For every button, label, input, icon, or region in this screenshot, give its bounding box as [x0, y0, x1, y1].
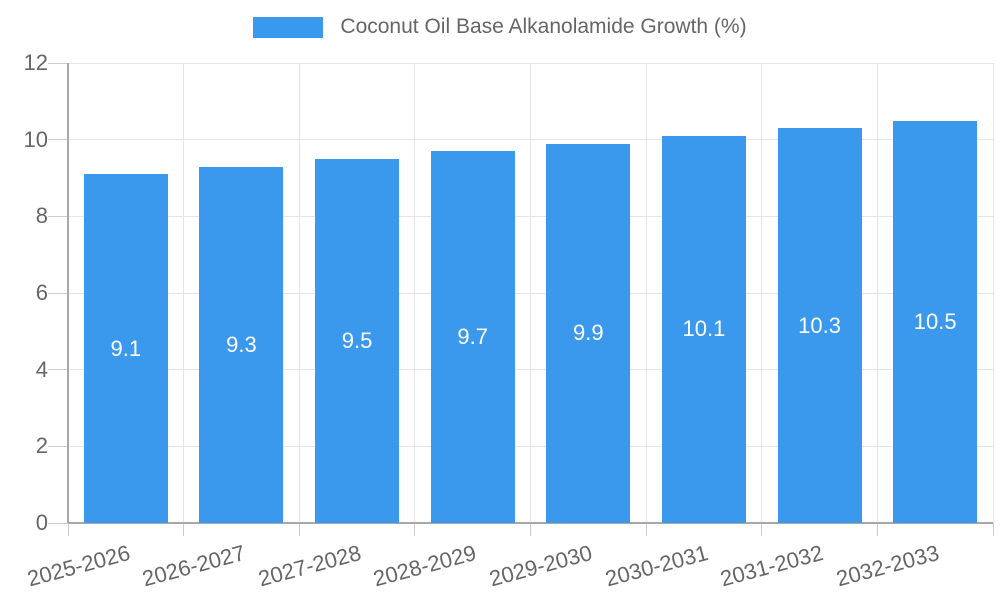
- bar-2031-2032[interactable]: 10.3: [777, 128, 862, 523]
- x-tick-mark: [414, 523, 416, 536]
- x-tick-label: 2026-2027: [139, 540, 248, 592]
- x-gridline: [298, 63, 300, 523]
- bar-value-label: 10.1: [682, 316, 726, 342]
- x-gridline: [183, 63, 185, 523]
- x-tick-label: 2029-2030: [486, 540, 595, 592]
- x-tick-mark: [298, 523, 300, 536]
- bar-value-label: 10.5: [913, 308, 957, 334]
- x-gridline: [645, 63, 647, 523]
- y-tick-mark: [48, 522, 68, 524]
- y-tick-label: 8: [35, 203, 48, 229]
- y-tick-mark: [48, 445, 68, 447]
- bar-2027-2028[interactable]: 9.5: [315, 158, 400, 523]
- y-tick-label: 10: [23, 126, 48, 152]
- x-tick-label: 2032-2033: [833, 540, 942, 592]
- bar-2026-2027[interactable]: 9.3: [199, 166, 284, 523]
- x-tick-mark: [530, 523, 531, 536]
- x-tick-label: 2028-2029: [371, 540, 480, 592]
- bar-value-label: 9.7: [457, 324, 488, 350]
- x-axis-line: [68, 522, 993, 524]
- x-tick-mark: [876, 523, 878, 536]
- y-tick-label: 0: [35, 510, 48, 535]
- bar-value-label: 9.1: [110, 335, 142, 361]
- bar-value-label: 10.3: [798, 312, 841, 338]
- bar-2025-2026[interactable]: 9.1: [83, 174, 168, 523]
- x-tick-mark: [645, 523, 647, 536]
- x-tick-mark: [761, 523, 763, 536]
- y-tick-mark: [48, 215, 68, 217]
- y-tick-label: 12: [23, 50, 48, 75]
- y-tick-label: 4: [35, 356, 48, 382]
- y-tick-label: 2: [35, 433, 48, 459]
- x-gridline: [530, 63, 531, 523]
- y-axis-line: [67, 63, 69, 523]
- y-tick-label: 6: [35, 280, 48, 305]
- legend: Coconut Oil Base Alkanolamide Growth (%): [0, 15, 1000, 39]
- bar-value-label: 9.3: [226, 331, 257, 357]
- x-tick-label: 2025-2026: [24, 540, 133, 592]
- legend-swatch[interactable]: [253, 16, 324, 38]
- x-gridline: [992, 63, 994, 523]
- y-tick-mark: [48, 139, 68, 141]
- legend-label[interactable]: Coconut Oil Base Alkanolamide Growth (%): [340, 15, 747, 38]
- bar-value-label: 9.9: [573, 320, 604, 346]
- x-tick-label: 2030-2031: [602, 540, 711, 592]
- bar-2029-2030[interactable]: 9.9: [546, 143, 631, 523]
- y-tick-mark: [48, 369, 68, 371]
- bar-2030-2031[interactable]: 10.1: [661, 135, 746, 523]
- x-tick-mark: [183, 523, 185, 536]
- bar-2032-2033[interactable]: 10.5: [893, 120, 978, 523]
- x-gridline: [761, 63, 763, 523]
- bar-2028-2029[interactable]: 9.7: [430, 151, 515, 523]
- y-tick-mark: [48, 62, 68, 64]
- bar-value-label: 9.5: [341, 327, 373, 353]
- plot-area: 0 2 4 6 8 10 12 9.1 9.3 9.5 9.7 9.9 10.1 10.3 10.5 2025…: [24, 51, 994, 591]
- x-tick-mark: [992, 523, 994, 536]
- x-tick-label: 2031-2032: [717, 540, 827, 592]
- x-gridline: [414, 63, 416, 523]
- y-tick-mark: [48, 292, 68, 294]
- x-tick-mark: [67, 523, 69, 536]
- x-tick-label: 2027-2028: [255, 540, 364, 592]
- x-gridline: [876, 63, 878, 523]
